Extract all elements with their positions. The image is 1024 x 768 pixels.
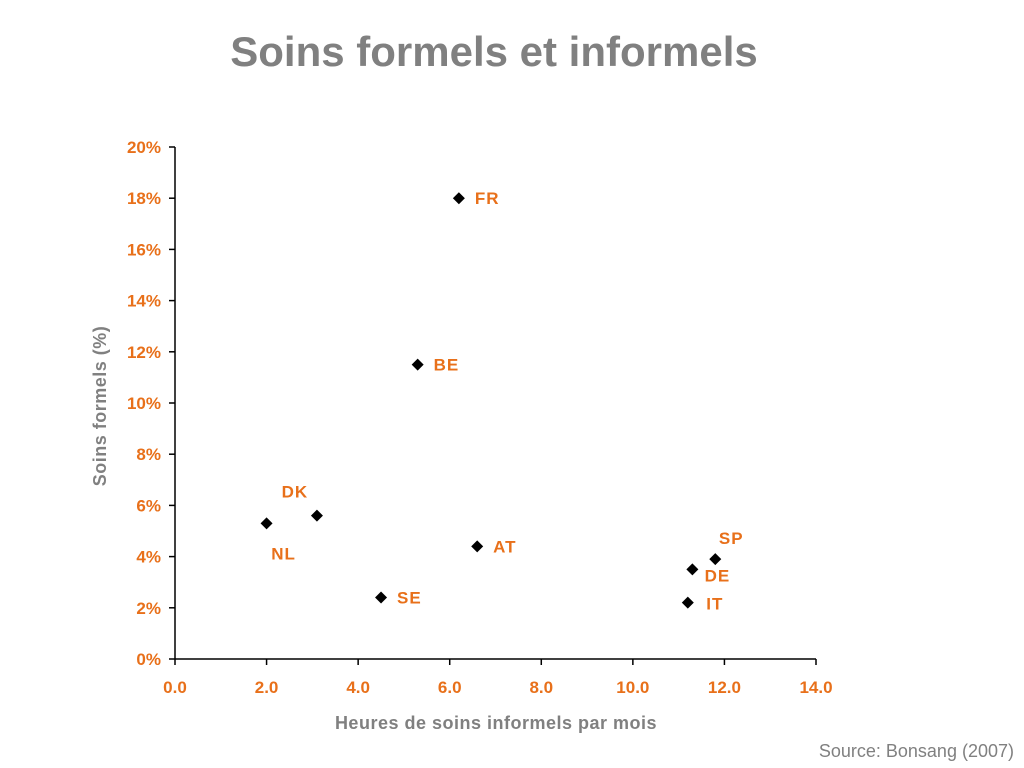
point-label-dk: DK bbox=[282, 483, 309, 502]
x-tick-label: 6.0 bbox=[438, 678, 462, 697]
y-tick-label: 14% bbox=[127, 292, 161, 311]
y-tick-label: 20% bbox=[127, 138, 161, 157]
y-tick-label: 10% bbox=[127, 394, 161, 413]
data-point-de bbox=[686, 563, 699, 576]
data-point-dk bbox=[310, 509, 323, 522]
x-tick-label: 4.0 bbox=[346, 678, 370, 697]
x-tick-label: 14.0 bbox=[799, 678, 832, 697]
data-points bbox=[260, 192, 722, 609]
slide-title: Soins formels et informels bbox=[230, 28, 758, 75]
y-tick-label: 6% bbox=[136, 496, 161, 515]
source-note: Source: Bonsang (2007) bbox=[818, 741, 1014, 761]
data-point-it bbox=[681, 596, 694, 609]
data-point-se bbox=[375, 591, 388, 604]
point-label-sp: SP bbox=[719, 529, 744, 548]
point-label-it: IT bbox=[706, 595, 723, 614]
data-point-be bbox=[411, 358, 424, 371]
y-tick-label: 4% bbox=[136, 548, 161, 567]
x-tick-label: 0.0 bbox=[163, 678, 187, 697]
point-labels: FR BE DK NL AT SE SP DE IT bbox=[271, 189, 744, 614]
data-point-nl bbox=[260, 517, 273, 530]
data-point-at bbox=[471, 540, 484, 553]
y-tick-label: 0% bbox=[136, 650, 161, 669]
point-label-se: SE bbox=[397, 589, 422, 608]
x-tick-label: 12.0 bbox=[708, 678, 741, 697]
x-axis: 0.0 2.0 4.0 6.0 8.0 10.0 12.0 14.0 bbox=[163, 658, 833, 697]
y-tick-label: 16% bbox=[127, 240, 161, 259]
y-axis: 0% 2% 4% 6% 8% 10% 12% 14% 16% 18% 20% bbox=[127, 138, 176, 669]
point-label-de: DE bbox=[705, 566, 731, 585]
y-tick-label: 18% bbox=[127, 189, 161, 208]
point-label-fr: FR bbox=[475, 189, 500, 208]
y-axis-title: Soins formels (%) bbox=[90, 326, 110, 487]
y-tick-label: 8% bbox=[136, 445, 161, 464]
point-label-be: BE bbox=[434, 356, 460, 375]
point-label-nl: NL bbox=[271, 544, 296, 563]
y-tick-label: 12% bbox=[127, 343, 161, 362]
point-label-at: AT bbox=[493, 537, 516, 556]
y-tick-label: 2% bbox=[136, 599, 161, 618]
x-axis-title: Heures de soins informels par mois bbox=[335, 713, 657, 733]
data-point-fr bbox=[452, 192, 465, 205]
data-point-sp bbox=[709, 553, 722, 566]
x-tick-label: 8.0 bbox=[529, 678, 553, 697]
x-tick-label: 10.0 bbox=[616, 678, 649, 697]
x-tick-label: 2.0 bbox=[255, 678, 279, 697]
